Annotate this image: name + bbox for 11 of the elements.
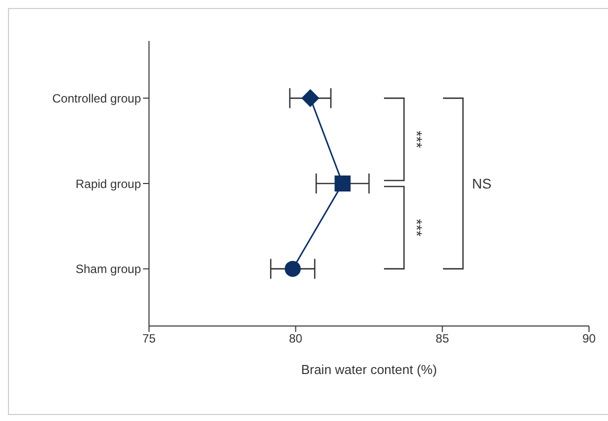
annotation: NS — [472, 176, 492, 192]
x-tick-label: 90 — [582, 332, 596, 346]
annotation: *** — [408, 218, 424, 237]
annotation: *** — [408, 130, 424, 148]
y-tick-label: Controlled group — [52, 91, 142, 106]
x-tick-label: 80 — [288, 332, 303, 346]
x-tick-label: 85 — [436, 332, 450, 346]
x-tick-label: 75 — [142, 332, 156, 346]
x-axis-title: Brain water content (%) — [301, 362, 437, 377]
y-tick-label: Rapid group — [76, 176, 142, 191]
y-tick-label: Sham group — [76, 262, 142, 276]
